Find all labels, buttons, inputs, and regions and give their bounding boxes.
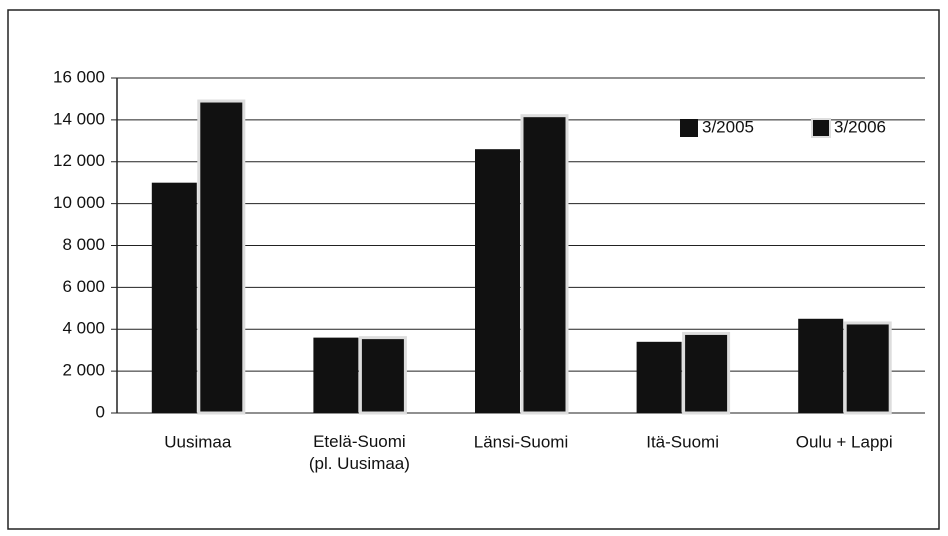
bar bbox=[151, 182, 197, 413]
y-tick-label: 14 000 bbox=[53, 109, 105, 128]
bar bbox=[313, 337, 359, 413]
x-tick-label: Länsi-Suomi bbox=[474, 432, 569, 451]
bar bbox=[798, 318, 844, 413]
bar bbox=[520, 114, 569, 415]
y-tick-label: 2 000 bbox=[62, 361, 105, 380]
legend-swatch bbox=[680, 119, 698, 137]
legend-label: 3/2005 bbox=[702, 117, 754, 136]
x-tick-label-line: Etelä-Suomi bbox=[313, 432, 406, 451]
bar bbox=[358, 336, 407, 415]
y-tick-label: 12 000 bbox=[53, 151, 105, 170]
legend-swatch bbox=[811, 118, 831, 138]
x-tick-label-line: (pl. Uusimaa) bbox=[309, 454, 410, 473]
bar bbox=[843, 321, 892, 415]
y-tick-label: 8 000 bbox=[62, 235, 105, 254]
y-tick-label: 10 000 bbox=[53, 193, 105, 212]
y-tick-label: 4 000 bbox=[62, 319, 105, 338]
bar bbox=[682, 331, 731, 415]
x-tick-label: Oulu + Lappi bbox=[796, 432, 893, 451]
x-tick-label: Itä-Suomi bbox=[646, 432, 719, 451]
bar bbox=[197, 99, 246, 415]
y-tick-label: 6 000 bbox=[62, 277, 105, 296]
x-tick-label: Etelä-Suomi (pl. Uusimaa) bbox=[309, 432, 410, 473]
bar bbox=[475, 149, 520, 413]
x-tick-label: Uusimaa bbox=[164, 432, 232, 451]
bar bbox=[636, 341, 682, 413]
legend-label: 3/2006 bbox=[834, 117, 886, 136]
y-tick-label: 16 000 bbox=[53, 67, 105, 86]
y-tick-label: 0 bbox=[96, 402, 105, 421]
